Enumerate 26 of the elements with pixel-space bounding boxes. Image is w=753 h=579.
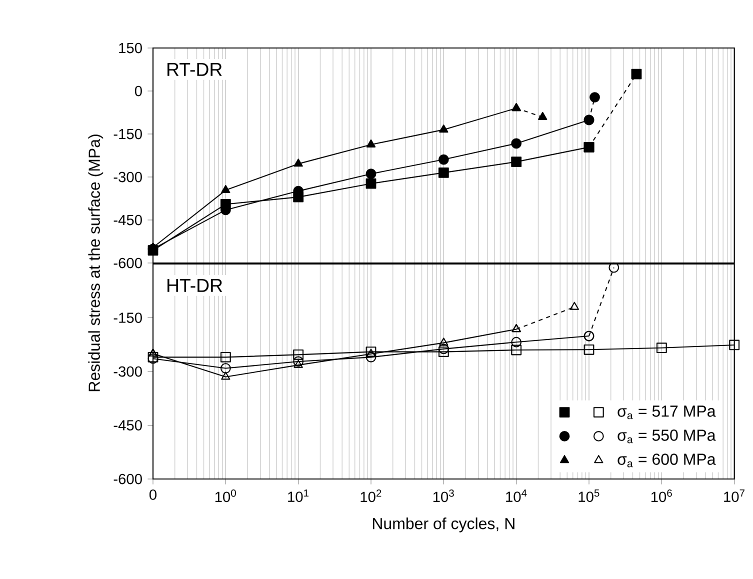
x-tick-label: 10$^{3}$ xyxy=(433,489,454,502)
y-tick-label: -600 xyxy=(114,474,142,484)
x-tick-label: 10$^{7}$ xyxy=(724,489,744,502)
x-tick-label: 10$^{6}$ xyxy=(651,489,672,502)
y-tick-label: -150 xyxy=(114,128,142,140)
legend-label: σ$_{a}$ = 550 MPa xyxy=(618,430,716,444)
y-tick-label: 150 xyxy=(119,42,142,54)
y-tick-label: -300 xyxy=(114,366,142,377)
y-tick-label: 0 xyxy=(134,86,142,96)
legend-label: σ$_{a}$ = 517 MPa xyxy=(618,406,716,420)
text: RT-DR xyxy=(168,63,222,76)
y-tick-label: -300 xyxy=(114,172,142,182)
x-tick-label: 10$^{2}$ xyxy=(360,489,382,502)
x-tick-label: 10$^{1}$ xyxy=(288,489,309,502)
y-tick-label: -600 xyxy=(114,258,142,268)
x-tick-label: 10$^{5}$ xyxy=(578,489,600,502)
x-axis-title: Number of cycles, N xyxy=(372,517,514,532)
y-tick-label: -450 xyxy=(114,214,142,226)
x-tick-label: 10$^{4}$ xyxy=(506,489,527,502)
x-tick-label: 10$^{0}$ xyxy=(215,489,236,502)
legend-label: σ$_{a}$ = 600 MPa xyxy=(618,454,716,468)
x-tick-label: 0 xyxy=(149,490,156,500)
y-tick-label: -450 xyxy=(114,420,142,430)
text: HT-DR xyxy=(168,279,222,292)
y-tick-label: -150 xyxy=(114,312,142,323)
y-axis-title: Residual stress at the surface (MPa) xyxy=(88,134,104,392)
